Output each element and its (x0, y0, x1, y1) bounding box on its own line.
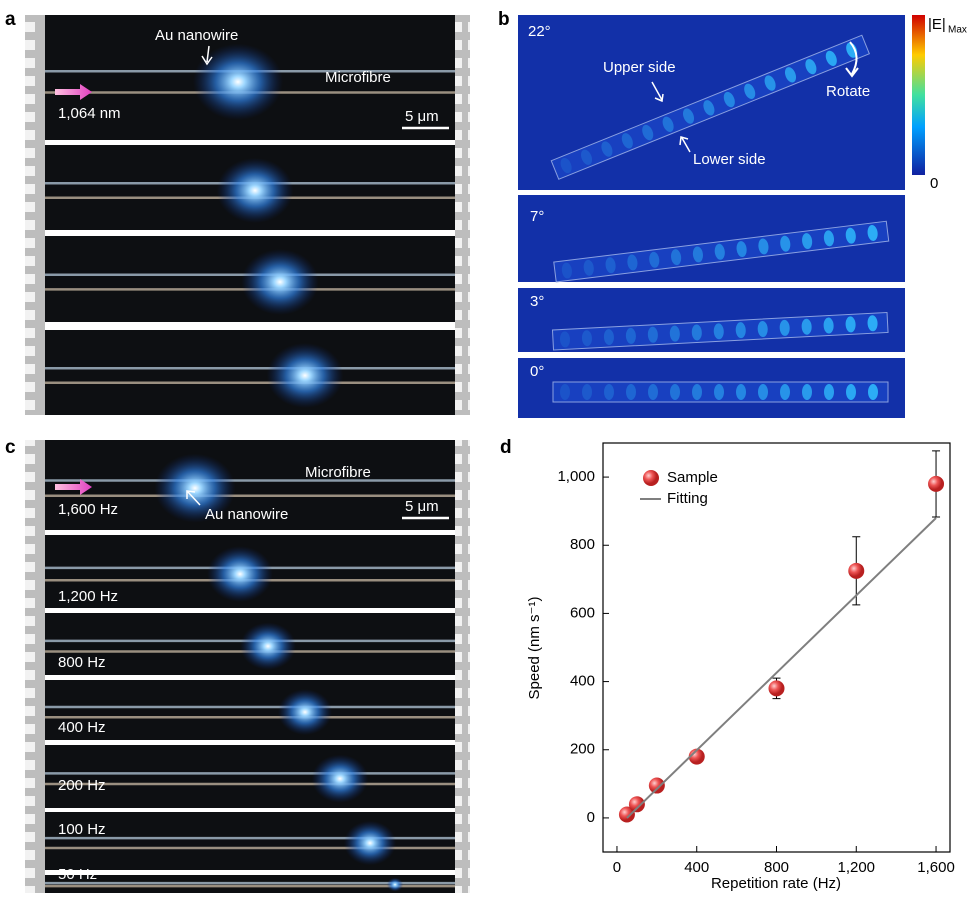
annotation: Microfibre (305, 464, 371, 481)
field-spot (714, 384, 724, 400)
annotation: Microfibre (325, 69, 391, 86)
chart: Repetition rate (Hz) Speed (nm s⁻¹) 0 400… (526, 443, 955, 892)
field-spot (582, 384, 592, 400)
rate-label: 200 Hz (58, 777, 106, 794)
figure: a b c d Au nanowire Microfibre 1,064 nm … (0, 0, 971, 893)
film-strip (455, 440, 470, 893)
data-point (848, 563, 864, 579)
frame (45, 745, 455, 808)
angle-label: 3° (530, 293, 544, 310)
rate-label: 100 Hz (58, 821, 106, 838)
x-axis-label: Repetition rate (Hz) (711, 875, 841, 892)
y-tick-label: 400 (570, 673, 595, 690)
y-tick-label: 0 (587, 809, 595, 826)
rate-label: 1,600 Hz (58, 501, 118, 518)
legend-label: Sample (667, 469, 718, 486)
x-tick-label: 800 (764, 859, 789, 876)
x-tick-label: 1,600 (917, 859, 955, 876)
field-spot (846, 384, 856, 400)
y-tick-label: 1,000 (557, 468, 595, 485)
colorbar-label: Max (948, 25, 967, 36)
x-tick-label: 0 (613, 859, 621, 876)
panel-label: b (498, 9, 510, 30)
nanowire-glow (207, 546, 273, 602)
data-point (928, 476, 944, 492)
frame (45, 680, 455, 740)
y-tick-label: 800 (570, 536, 595, 553)
nanowire-glow (217, 158, 294, 223)
field-spot (736, 384, 746, 400)
x-tick-label: 400 (684, 859, 709, 876)
nanowire-glow (312, 755, 369, 803)
field-spot (692, 384, 702, 400)
field-spot (670, 384, 680, 400)
panel-label: d (500, 437, 512, 458)
annotation: Lower side (693, 151, 766, 168)
colorbar (912, 15, 925, 175)
image-frames (25, 15, 470, 893)
nanowire-glow (193, 44, 283, 121)
field-spot (824, 384, 834, 400)
panel-label: a (5, 9, 16, 30)
fit-line (627, 518, 936, 818)
nanowire-glow (344, 821, 396, 865)
angle-label: 22° (528, 23, 551, 40)
scale-label: 5 μm (405, 498, 439, 515)
y-tick-label: 600 (570, 604, 595, 621)
nanowire-glow (267, 343, 344, 408)
y-tick-label: 200 (570, 741, 595, 758)
data-point (649, 778, 665, 794)
field-spot (626, 384, 636, 400)
field-spot (560, 384, 570, 400)
nanowire-glow (278, 689, 332, 735)
scale-label: 5 μm (405, 108, 439, 125)
nanowire-glow (387, 878, 403, 892)
frame (45, 330, 455, 415)
rate-label: 50 Hz (58, 866, 97, 883)
colorbar-label: |E| (928, 16, 946, 33)
legend-label: Fitting (667, 490, 708, 507)
field-spot (780, 384, 790, 400)
field-spot (604, 384, 614, 400)
rate-label: 1,200 Hz (58, 588, 118, 605)
y-axis-label: Speed (nm s⁻¹) (526, 597, 543, 700)
rate-label: 800 Hz (58, 654, 106, 671)
colorbar-label: 0 (930, 175, 938, 192)
field-spot (802, 384, 812, 400)
annotation: Au nanowire (155, 27, 238, 44)
field-spot (758, 384, 768, 400)
data-point (769, 680, 785, 696)
x-tick-label: 1,200 (837, 859, 875, 876)
nanowire-glow (241, 249, 318, 315)
film-strip (25, 15, 45, 415)
data-point (629, 796, 645, 812)
film-strip (455, 15, 470, 415)
field-spot (648, 384, 658, 400)
rate-label: 400 Hz (58, 719, 106, 736)
field-spot (868, 384, 878, 400)
legend-swatch (643, 470, 659, 486)
annotation: Upper side (603, 59, 676, 76)
nanowire-glow (240, 622, 296, 669)
annotation: Rotate (826, 83, 870, 100)
film-strip (25, 440, 45, 893)
annotation: Au nanowire (205, 506, 288, 523)
waveguide (553, 382, 888, 402)
simulation-frames (518, 15, 905, 418)
panel-label: c (5, 437, 16, 458)
angle-label: 7° (530, 208, 544, 225)
annotation: 1,064 nm (58, 105, 121, 122)
angle-label: 0° (530, 363, 544, 380)
